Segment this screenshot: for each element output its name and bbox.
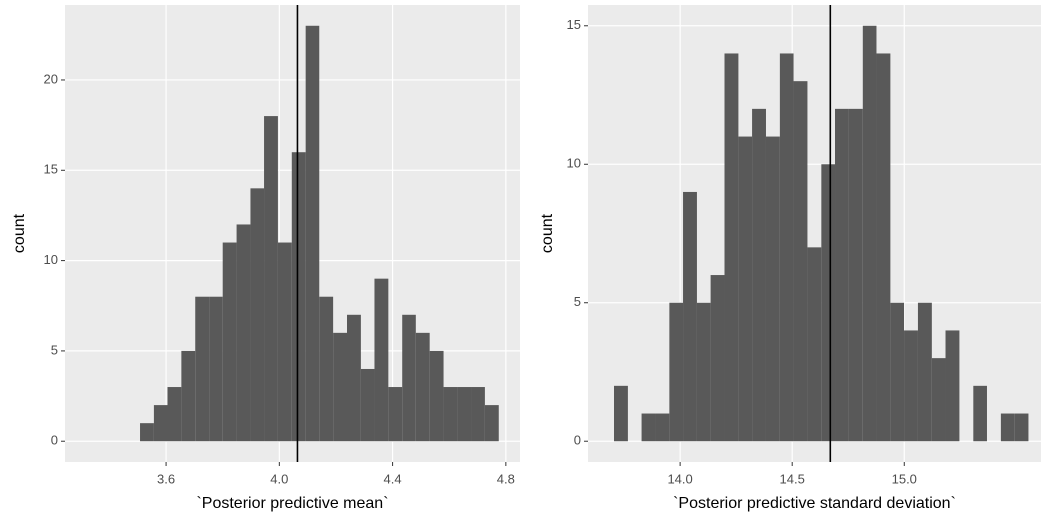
x-tick-label: 4.8 xyxy=(497,471,515,486)
y-tick-label: 20 xyxy=(44,71,58,86)
y-axis-label: count xyxy=(539,213,556,253)
bar xyxy=(195,296,210,442)
bar xyxy=(862,25,877,442)
bar xyxy=(710,275,725,442)
bar xyxy=(305,25,320,442)
x-tick-label: 4.4 xyxy=(384,471,402,486)
bar xyxy=(931,358,946,442)
bar xyxy=(153,405,168,442)
bar xyxy=(264,116,278,442)
bar xyxy=(848,108,863,442)
bar xyxy=(429,350,444,442)
bar xyxy=(696,302,711,442)
bar xyxy=(291,152,306,442)
y-tick-label: 0 xyxy=(51,433,58,448)
bar xyxy=(222,242,237,442)
bar xyxy=(415,332,430,442)
bar xyxy=(752,108,766,442)
bar xyxy=(347,314,361,442)
y-tick-label: 5 xyxy=(574,294,581,309)
bar xyxy=(738,136,753,442)
bar xyxy=(904,330,918,442)
bar xyxy=(167,387,182,442)
bar xyxy=(457,387,472,442)
x-axis-label: `Posterior predictive standard deviation… xyxy=(673,495,956,512)
bar xyxy=(388,387,403,442)
y-tick-label: 15 xyxy=(567,17,581,32)
bar xyxy=(402,314,416,442)
bar xyxy=(1014,413,1029,442)
x-tick-label: 4.0 xyxy=(270,471,288,486)
bar xyxy=(471,387,485,442)
x-axis-label: `Posterior predictive mean` xyxy=(196,495,388,512)
x-tick-label: 14.5 xyxy=(780,471,805,486)
bar xyxy=(765,136,780,442)
bar xyxy=(724,53,739,442)
bar xyxy=(973,385,987,442)
bar xyxy=(333,332,348,442)
bar xyxy=(655,413,670,442)
x-tick-label: 3.6 xyxy=(157,471,175,486)
bar xyxy=(890,302,905,442)
bar xyxy=(807,247,822,442)
x-tick-label: 15.0 xyxy=(892,471,917,486)
bar xyxy=(876,53,891,442)
bar xyxy=(821,164,836,442)
bar xyxy=(1000,413,1015,442)
bar xyxy=(250,188,265,442)
bar xyxy=(360,368,375,442)
bar xyxy=(793,81,808,442)
x-tick-label: 14.0 xyxy=(667,471,692,486)
bar xyxy=(319,296,334,442)
y-tick-label: 10 xyxy=(567,156,581,171)
bar xyxy=(277,242,292,442)
bar xyxy=(917,302,932,442)
bar xyxy=(779,53,794,442)
bar xyxy=(614,385,628,442)
bar xyxy=(181,350,196,442)
bar xyxy=(945,330,960,442)
bar xyxy=(209,296,223,442)
bar xyxy=(140,423,154,442)
bar xyxy=(641,413,656,442)
y-tick-label: 15 xyxy=(44,162,58,177)
y-axis-label: count xyxy=(11,213,28,253)
bar xyxy=(484,405,499,442)
bar xyxy=(669,302,684,442)
bar xyxy=(835,108,849,442)
bar xyxy=(683,191,697,442)
y-tick-label: 5 xyxy=(51,342,58,357)
bar xyxy=(443,387,458,442)
y-tick-label: 10 xyxy=(44,252,58,267)
bar xyxy=(236,224,251,442)
y-tick-label: 0 xyxy=(574,433,581,448)
bar xyxy=(374,278,389,442)
